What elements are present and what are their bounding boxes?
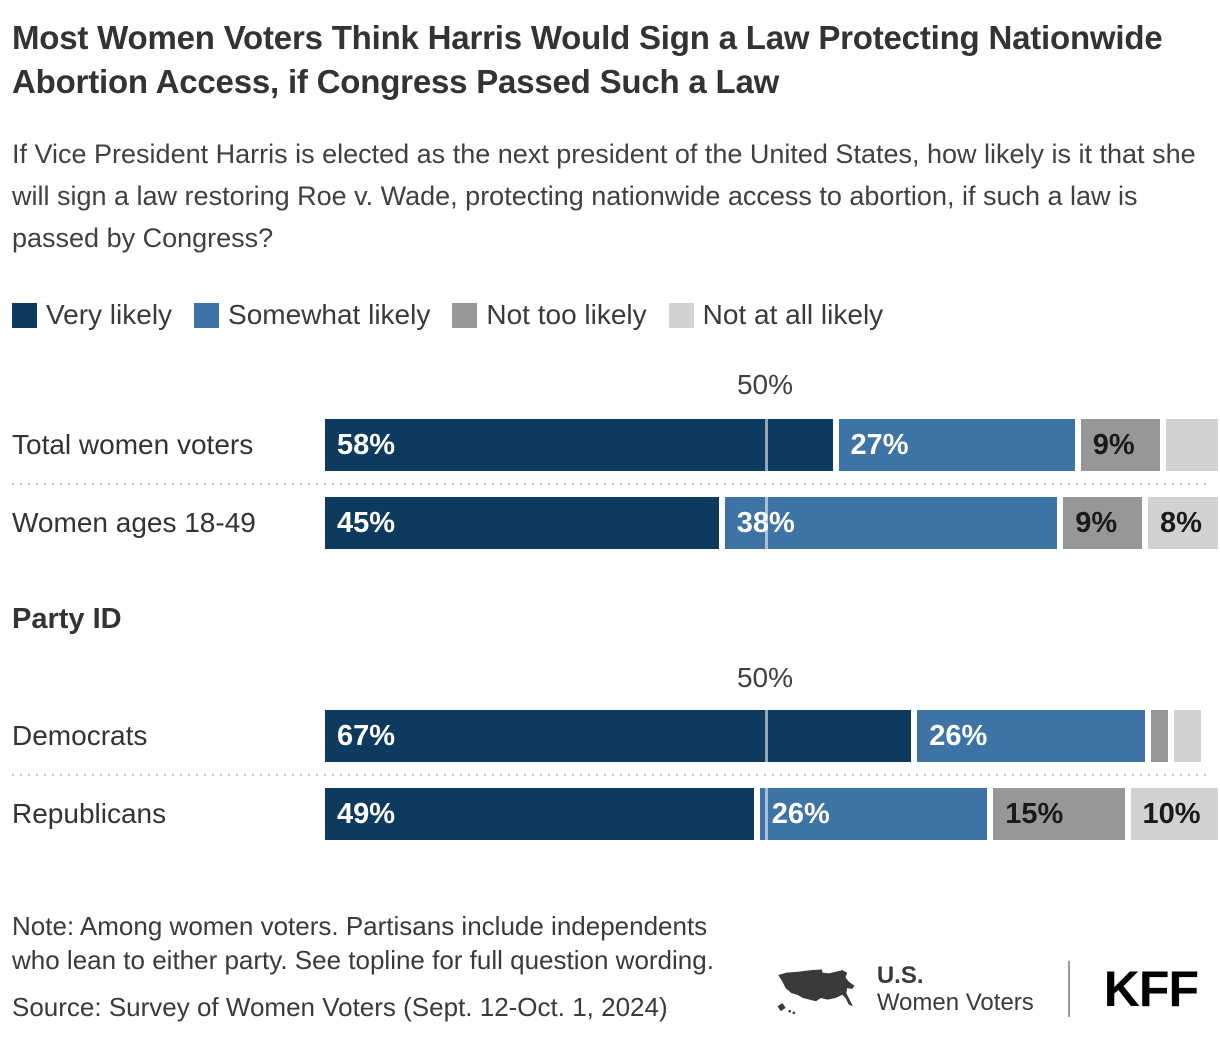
bar-track: 49% 26% 15% 10% [325, 788, 1220, 841]
bar-rows-party: Democrats 67% 26% Republicans 49% 26% 15% 10% [12, 710, 1218, 841]
program-label-bottom: Women Voters [876, 989, 1034, 1017]
section-header: Party ID [12, 603, 122, 636]
bar-track: 58% 27% 9% [325, 419, 1220, 472]
bar-segment-very-likely: 67% [325, 710, 912, 763]
legend-item: Not too likely [452, 299, 647, 331]
note-line: Note: Among women voters. Partisans incl… [12, 911, 708, 942]
bar-segment-not-too-likely [1150, 710, 1169, 763]
kff-logo: KFF [1103, 961, 1199, 1018]
bar-value-label: 67% [337, 719, 396, 752]
category-label: Republicans [12, 798, 167, 830]
fifty-percent-label: 50% [736, 369, 794, 401]
bar-track: 67% 26% [325, 710, 1207, 763]
bar-segment-not-too-likely: 9% [1063, 497, 1142, 550]
bar-row: Republicans 49% 26% 15% 10% [12, 788, 1218, 841]
legend-label: Not too likely [486, 299, 647, 331]
legend-swatch-icon [12, 302, 37, 328]
legend-item: Somewhat likely [194, 299, 430, 331]
bar-value-label: 26% [771, 797, 830, 830]
bar-value-label: 27% [850, 428, 909, 461]
legend-item: Not at all likely [668, 299, 884, 331]
category-label: Total women voters [12, 429, 254, 461]
bar-row: Democrats 67% 26% [12, 710, 1208, 763]
footer: Note: Among women voters. Partisans incl… [12, 910, 1208, 1024]
reference-axis-row: 50% [325, 662, 1218, 696]
bar-value-label: 8% [1160, 506, 1202, 539]
brand-block: U.S. Women Voters KFF [775, 960, 1208, 1024]
bar-value-label: 9% [1075, 506, 1118, 539]
legend-label: Not at all likely [702, 299, 884, 331]
row-separator [12, 774, 1208, 777]
bar-segment-not-too-likely: 15% [993, 788, 1125, 841]
bar-value-label: 15% [1005, 797, 1064, 830]
legend-item: Very likely [12, 299, 172, 331]
reference-axis-row: 50% [325, 369, 1218, 403]
footnotes: Note: Among women voters. Partisans incl… [12, 910, 714, 1024]
program-label: U.S. Women Voters [877, 962, 1034, 1017]
us-map-icon [777, 969, 855, 1015]
bar-segment-somewhat-likely: 38% [724, 497, 1058, 550]
stacked-bar-chart: 50% Total women voters 58% 27% 9% Women ages… [12, 369, 1218, 841]
bar-segment-not-too-likely: 9% [1080, 419, 1160, 472]
bar-value-label: 38% [736, 506, 795, 539]
brand-divider [1067, 961, 1070, 1018]
legend-swatch-icon [194, 302, 220, 328]
program-label-top: U.S. [876, 961, 924, 989]
category-label: Women ages 18-49 [12, 507, 256, 539]
bar-value-label: 10% [1142, 797, 1201, 830]
legend: Very likely Somewhat likely Not too likely… [12, 299, 1208, 331]
bar-segment-not-at-all-likely [1165, 419, 1218, 472]
source-line: Source: Survey of Women Voters (Sept. 12… [12, 991, 668, 1022]
category-label: Democrats [12, 720, 148, 752]
bar-segment-not-at-all-likely: 8% [1148, 497, 1218, 550]
bar-value-label: 9% [1092, 428, 1135, 461]
bar-row: Total women voters 58% 27% 9% [12, 419, 1218, 472]
legend-swatch-icon [668, 302, 694, 328]
bar-segment-somewhat-likely: 27% [838, 419, 1075, 472]
legend-label: Somewhat likely [228, 299, 431, 331]
bar-segment-not-at-all-likely [1174, 710, 1201, 763]
bar-row: Women ages 18-49 45% 38% 9% 8% [12, 497, 1218, 550]
bar-value-label: 49% [337, 797, 396, 830]
row-separator [12, 483, 1208, 486]
legend-swatch-icon [452, 302, 478, 328]
bar-segment-somewhat-likely: 26% [759, 788, 988, 841]
bar-segment-not-at-all-likely: 10% [1130, 788, 1218, 841]
bar-value-label: 58% [337, 428, 396, 461]
chart-title: Most Women Voters Think Harris Would Sig… [12, 19, 1163, 100]
fifty-percent-label: 50% [736, 662, 794, 694]
bar-segment-very-likely: 58% [325, 419, 833, 472]
legend-label: Very likely [46, 299, 173, 331]
chart-page: Most Women Voters Think Harris Would Sig… [0, 16, 1220, 1024]
bar-value-label: 45% [337, 506, 396, 539]
note-line: who lean to either party. See topline fo… [12, 944, 714, 975]
chart-subtitle: If Vice President Harris is elected as t… [12, 139, 1196, 254]
bar-segment-very-likely: 49% [325, 788, 754, 841]
bar-segment-very-likely: 45% [325, 497, 719, 550]
bar-track: 45% 38% 9% 8% [325, 497, 1220, 550]
bar-segment-somewhat-likely: 26% [917, 710, 1145, 763]
bar-rows-main: Total women voters 58% 27% 9% Women ages 18-… [12, 419, 1218, 550]
bar-value-label: 26% [929, 719, 988, 752]
